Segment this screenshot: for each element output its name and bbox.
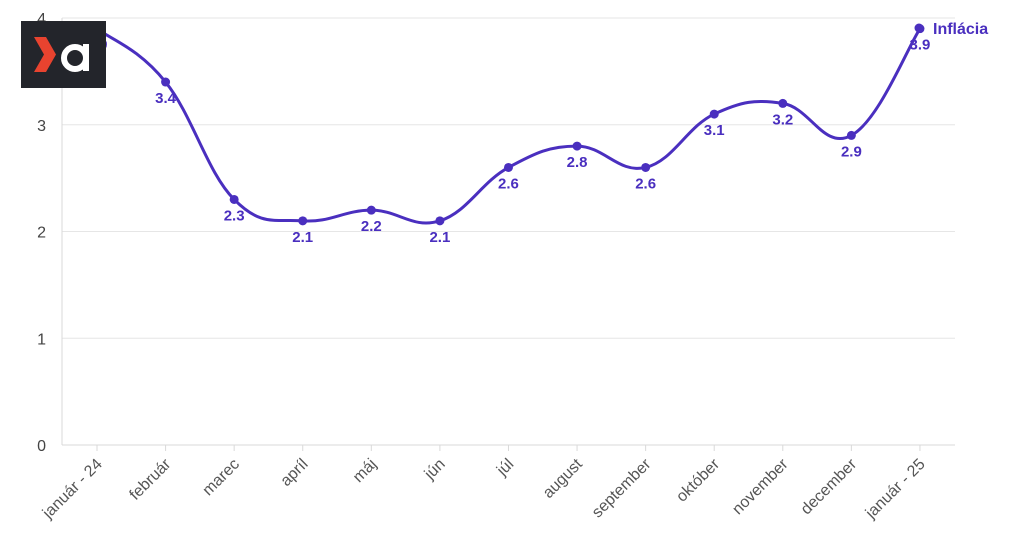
x-tick-label: február [127,455,175,503]
x-tick-label: máj [350,456,380,486]
data-point [435,216,445,226]
x-tick-label: jún [421,456,449,484]
x-tick-label: november [729,455,792,518]
x-tick-label: január - 25 [862,456,929,523]
legend: Inflácia [914,21,988,38]
y-tick-label: 4 [37,11,46,28]
data-label: 2.9 [841,143,862,160]
data-point [503,162,513,172]
y-axis-ticks: 0 1 2 3 4 [37,11,46,455]
data-label: 2.3 [224,207,245,224]
x-tick-label: december [798,455,861,518]
legend-marker [914,23,924,33]
data-label: 2.2 [361,218,382,235]
data-label: 2.1 [292,229,313,246]
y-tick-label: 2 [37,225,46,242]
x-tick-label: august [540,455,586,501]
data-label: 2.8 [567,154,588,171]
x-tick-label: apríl [278,456,312,490]
data-label: 3.2 [772,111,793,128]
data-point [298,216,308,226]
x-tick-label: január - 24 [39,456,106,523]
data-label: 3.9 [910,37,931,54]
x-tick-label: september [589,455,655,521]
data-label: 3.1 [704,122,725,139]
logo-letter-a-icon [61,44,89,72]
brand-logo [21,21,106,88]
data-labels: 3.93.42.32.12.22.12.62.82.63.13.22.93.9 [87,37,931,246]
data-point [778,98,788,108]
series-line-inflacia [96,27,922,225]
data-label: 2.6 [635,175,656,192]
data-label: 2.1 [429,229,450,246]
x-tick-label: október [673,455,723,505]
data-point [846,130,856,140]
y-tick-label: 1 [37,331,46,348]
x-tick-label: júl [493,456,517,480]
y-tick-label: 0 [37,438,46,455]
data-point [709,109,719,119]
data-point [641,162,651,172]
data-point [229,194,239,204]
grid [61,17,955,446]
legend-label-inflacia: Inflácia [933,21,988,38]
x-tick-label: marec [200,456,243,499]
data-point [572,141,582,151]
y-tick-label: 3 [37,118,46,135]
x-axis-ticks: január - 24 február marec apríl máj jún júl aug… [39,445,929,523]
logo-letter-a-stem [83,44,89,71]
data-label: 2.6 [498,175,519,192]
data-label: 3.4 [155,90,177,107]
data-point [161,77,171,87]
data-point [366,205,376,215]
logo-chevron-icon [34,37,56,72]
